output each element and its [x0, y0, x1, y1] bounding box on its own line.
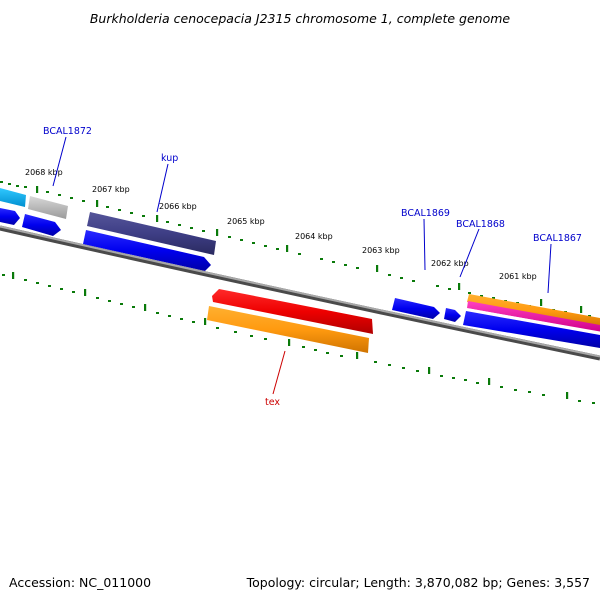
tick-label-2067: 2067 kbp: [92, 185, 130, 194]
label-bcal1872[interactable]: BCAL1872: [43, 126, 92, 137]
tick-label-2066: 2066 kbp: [159, 202, 197, 211]
label-kup[interactable]: kup: [161, 153, 178, 164]
kbp-labels: 2068 kbp 2067 kbp 2066 kbp 2065 kbp 2064…: [25, 168, 537, 281]
feature-small-blue[interactable]: [444, 308, 461, 322]
map-title: Burkholderia cenocepacia J2315 chromosom…: [90, 11, 511, 26]
accession-text: Accession: NC_011000: [9, 575, 151, 590]
feature-pink-right[interactable]: [467, 301, 600, 332]
tick-label-2064: 2064 kbp: [295, 232, 333, 241]
inner-gene-features: [207, 289, 373, 353]
tick-label-2061: 2061 kbp: [499, 272, 537, 281]
feature-blue-right[interactable]: [463, 311, 600, 348]
tick-label-2062: 2062 kbp: [431, 259, 469, 268]
feature-blue-long[interactable]: [83, 230, 211, 271]
feature-red-tex-strand[interactable]: [212, 289, 373, 334]
inner-scale-ring: [2, 272, 595, 404]
label-bcal1868[interactable]: BCAL1868: [456, 219, 505, 230]
feature-blue-arrow-1[interactable]: [0, 208, 20, 225]
feature-bcal1869[interactable]: [392, 298, 440, 319]
label-bcal1869[interactable]: BCAL1869: [401, 208, 450, 219]
gene-features: [0, 188, 600, 348]
gene-annotations: BCAL1872 kup BCAL1869 BCAL1868 BCAL1867 …: [43, 126, 582, 408]
label-bcal1867[interactable]: BCAL1867: [533, 233, 582, 244]
feature-kup[interactable]: [87, 212, 216, 255]
feature-tex[interactable]: [207, 306, 369, 353]
tick-label-2063: 2063 kbp: [362, 246, 400, 255]
tick-label-2068: 2068 kbp: [25, 168, 63, 177]
summary-text: Topology: circular; Length: 3,870,082 bp…: [246, 575, 590, 590]
feature-gray[interactable]: [28, 196, 68, 219]
label-tex[interactable]: tex: [265, 397, 280, 408]
tick-label-2065: 2065 kbp: [227, 217, 265, 226]
backbone: [0, 225, 600, 361]
feature-cyan[interactable]: [0, 188, 26, 207]
feature-blue-arrow-2[interactable]: [22, 214, 61, 236]
